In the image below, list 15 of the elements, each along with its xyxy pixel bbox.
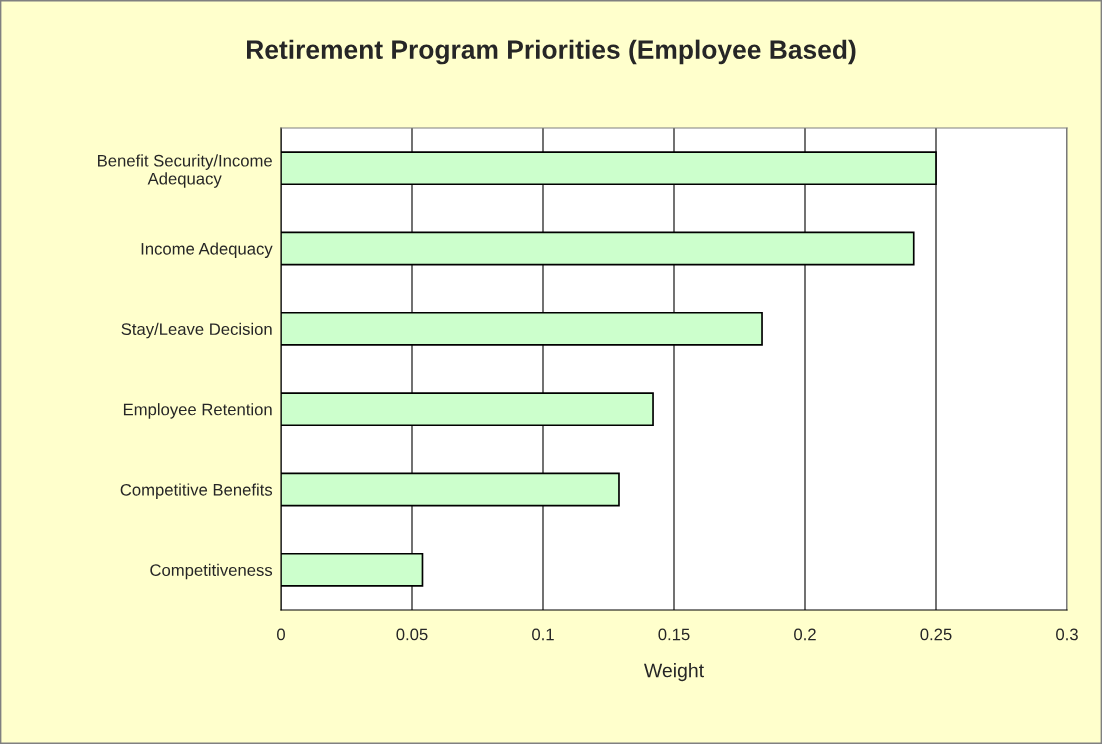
y-tick-label: Employee Retention <box>123 403 272 419</box>
x-tick-label: 0.05 <box>396 628 428 641</box>
y-tick-label: Benefit Security/Income Adequacy <box>98 154 272 188</box>
x-tick-label: 0.3 <box>1056 628 1078 641</box>
y-tick-label: Competitiveness <box>150 563 273 580</box>
x-tick-label: 0.2 <box>794 628 816 641</box>
y-tick-label: Competitive Benefits <box>120 483 273 499</box>
chart-title: Retirement Program Priorities (Employee Based) <box>247 39 856 65</box>
x-tick-label: 0.15 <box>658 628 690 641</box>
x-tick-label: 0.25 <box>920 628 952 641</box>
x-axis-title: Weight <box>644 663 704 682</box>
x-tick-label: 0.1 <box>532 628 554 641</box>
y-tick-label: Income Adequacy <box>141 242 273 258</box>
x-tick-label: 0 <box>277 628 285 641</box>
y-tick-label: Stay/Leave Decision <box>121 322 272 339</box>
